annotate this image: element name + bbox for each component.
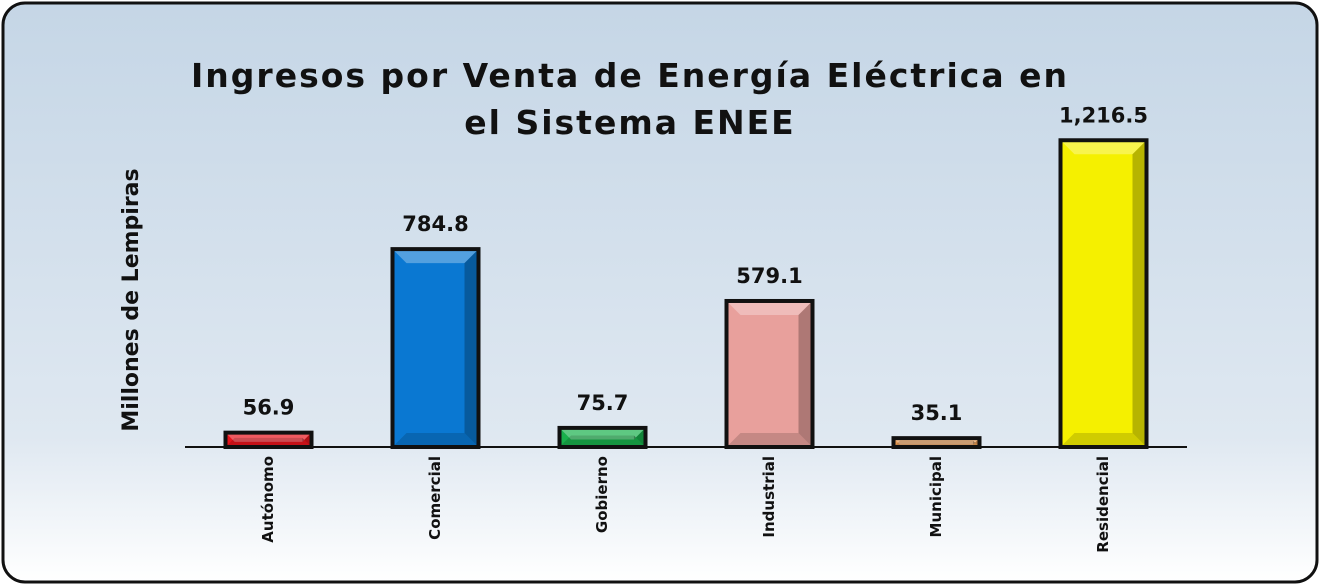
bar-bevel [561, 435, 644, 445]
y-axis-label: Millones de Lempiras [119, 168, 144, 431]
bar-bevel [895, 440, 978, 445]
value-label: 75.7 [577, 391, 629, 415]
bar-bevel [895, 440, 978, 445]
bar-bevel [394, 433, 477, 445]
value-label: 784.8 [402, 212, 468, 236]
value-label: 1,216.5 [1059, 103, 1148, 127]
bar-bevel [227, 437, 310, 445]
x-tick-label: Industrial [760, 456, 778, 538]
bar-bevel [1062, 433, 1145, 445]
bar-bevel [394, 251, 477, 264]
bar [891, 436, 982, 449]
bar-bevel [302, 434, 310, 445]
bar-bevel [728, 433, 811, 445]
bar-bevel [1132, 142, 1145, 445]
bar [1058, 138, 1149, 449]
x-tick-label: Comercial [426, 456, 444, 540]
x-tick-label: Gobierno [593, 456, 611, 533]
value-label: 56.9 [243, 396, 295, 420]
value-label: 35.1 [911, 401, 963, 425]
x-tick-label: Municipal [927, 456, 945, 537]
chart-title: Ingresos por Venta de Energía Eléctrica … [191, 56, 1069, 142]
x-tick-label: Residencial [1094, 456, 1112, 553]
bar-bevel [227, 434, 310, 442]
bar-bevel [1062, 142, 1145, 155]
bar [557, 425, 648, 449]
bar [223, 430, 314, 450]
x-tick-label: Autónomo [259, 456, 277, 543]
bar-bevel [464, 251, 477, 445]
value-label: 579.1 [736, 264, 802, 288]
bar-bevel [973, 440, 978, 445]
bar [724, 298, 815, 449]
bar-bevel [633, 429, 644, 445]
bar [390, 247, 481, 449]
bar-bevel [798, 302, 811, 445]
bar-bevel [561, 429, 644, 440]
bar-bevel [728, 302, 811, 315]
